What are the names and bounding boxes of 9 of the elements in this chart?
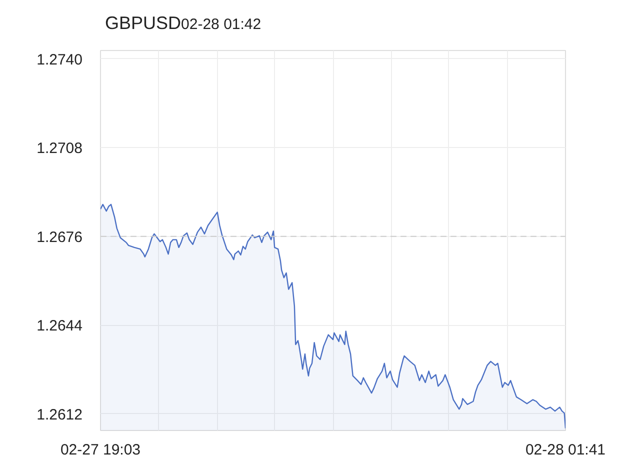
- y-tick-label: 1.2644: [36, 318, 83, 335]
- y-tick-label: 1.2676: [36, 228, 83, 246]
- y-tick-label: 1.2708: [36, 140, 83, 158]
- x-tick-label: 02-27 19:03: [60, 442, 141, 458]
- chart-title: GBPUSD: [105, 13, 182, 34]
- y-tick-label: 1.2740: [36, 51, 83, 68]
- chart-subtitle: 02-28 01:42: [181, 16, 262, 34]
- x-tick-label: 02-28 01:41: [525, 442, 606, 458]
- y-tick-label: 1.2612: [36, 406, 83, 424]
